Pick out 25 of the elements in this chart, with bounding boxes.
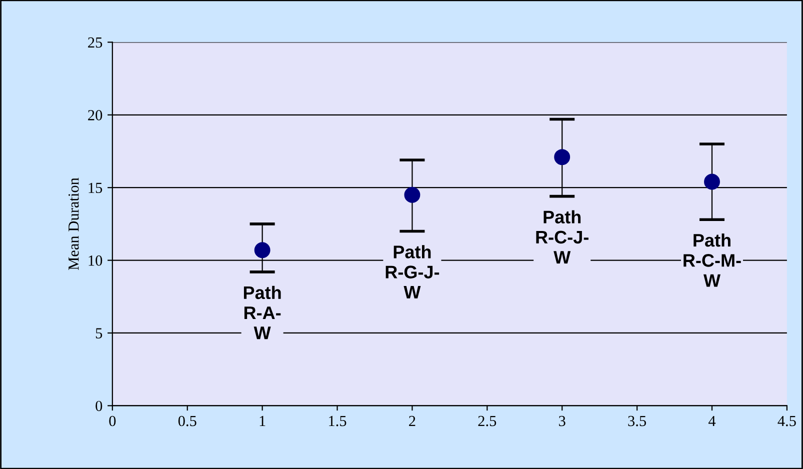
- y-tick-label: 25: [88, 37, 102, 48]
- annotation: Path R-A- W: [244, 286, 281, 340]
- x-tick-label: 3: [559, 416, 566, 426]
- y-tick-label: 10: [88, 255, 102, 266]
- annotation: Path R-G-J- W: [386, 245, 440, 298]
- x-tick-label: 4.5: [778, 416, 796, 426]
- point: [704, 174, 720, 190]
- annotation: Path R-C-M- W: [684, 233, 741, 287]
- point: [254, 242, 270, 258]
- x-tick-label: 1.5: [329, 416, 346, 426]
- y-axis-title: Mean Duration: [68, 178, 79, 270]
- y-tick-label: 15: [88, 182, 102, 194]
- x-tick-label: 3.5: [628, 416, 646, 426]
- y-tick-label: 20: [88, 110, 102, 120]
- x-tick-label: 2: [409, 416, 416, 426]
- annotation: Path R-C-J- W: [536, 210, 588, 264]
- x-tick-label: 0: [109, 416, 116, 426]
- x-tick-label: 0.5: [178, 416, 196, 426]
- point: [404, 186, 420, 203]
- point: [554, 149, 570, 166]
- x-tick-label: 4: [708, 416, 716, 426]
- y-tick-label: 0: [96, 400, 102, 412]
- x-tick-label: 2.5: [478, 416, 496, 426]
- x-tick-label: 1: [260, 416, 266, 426]
- y-tick-label: 5: [96, 328, 102, 338]
